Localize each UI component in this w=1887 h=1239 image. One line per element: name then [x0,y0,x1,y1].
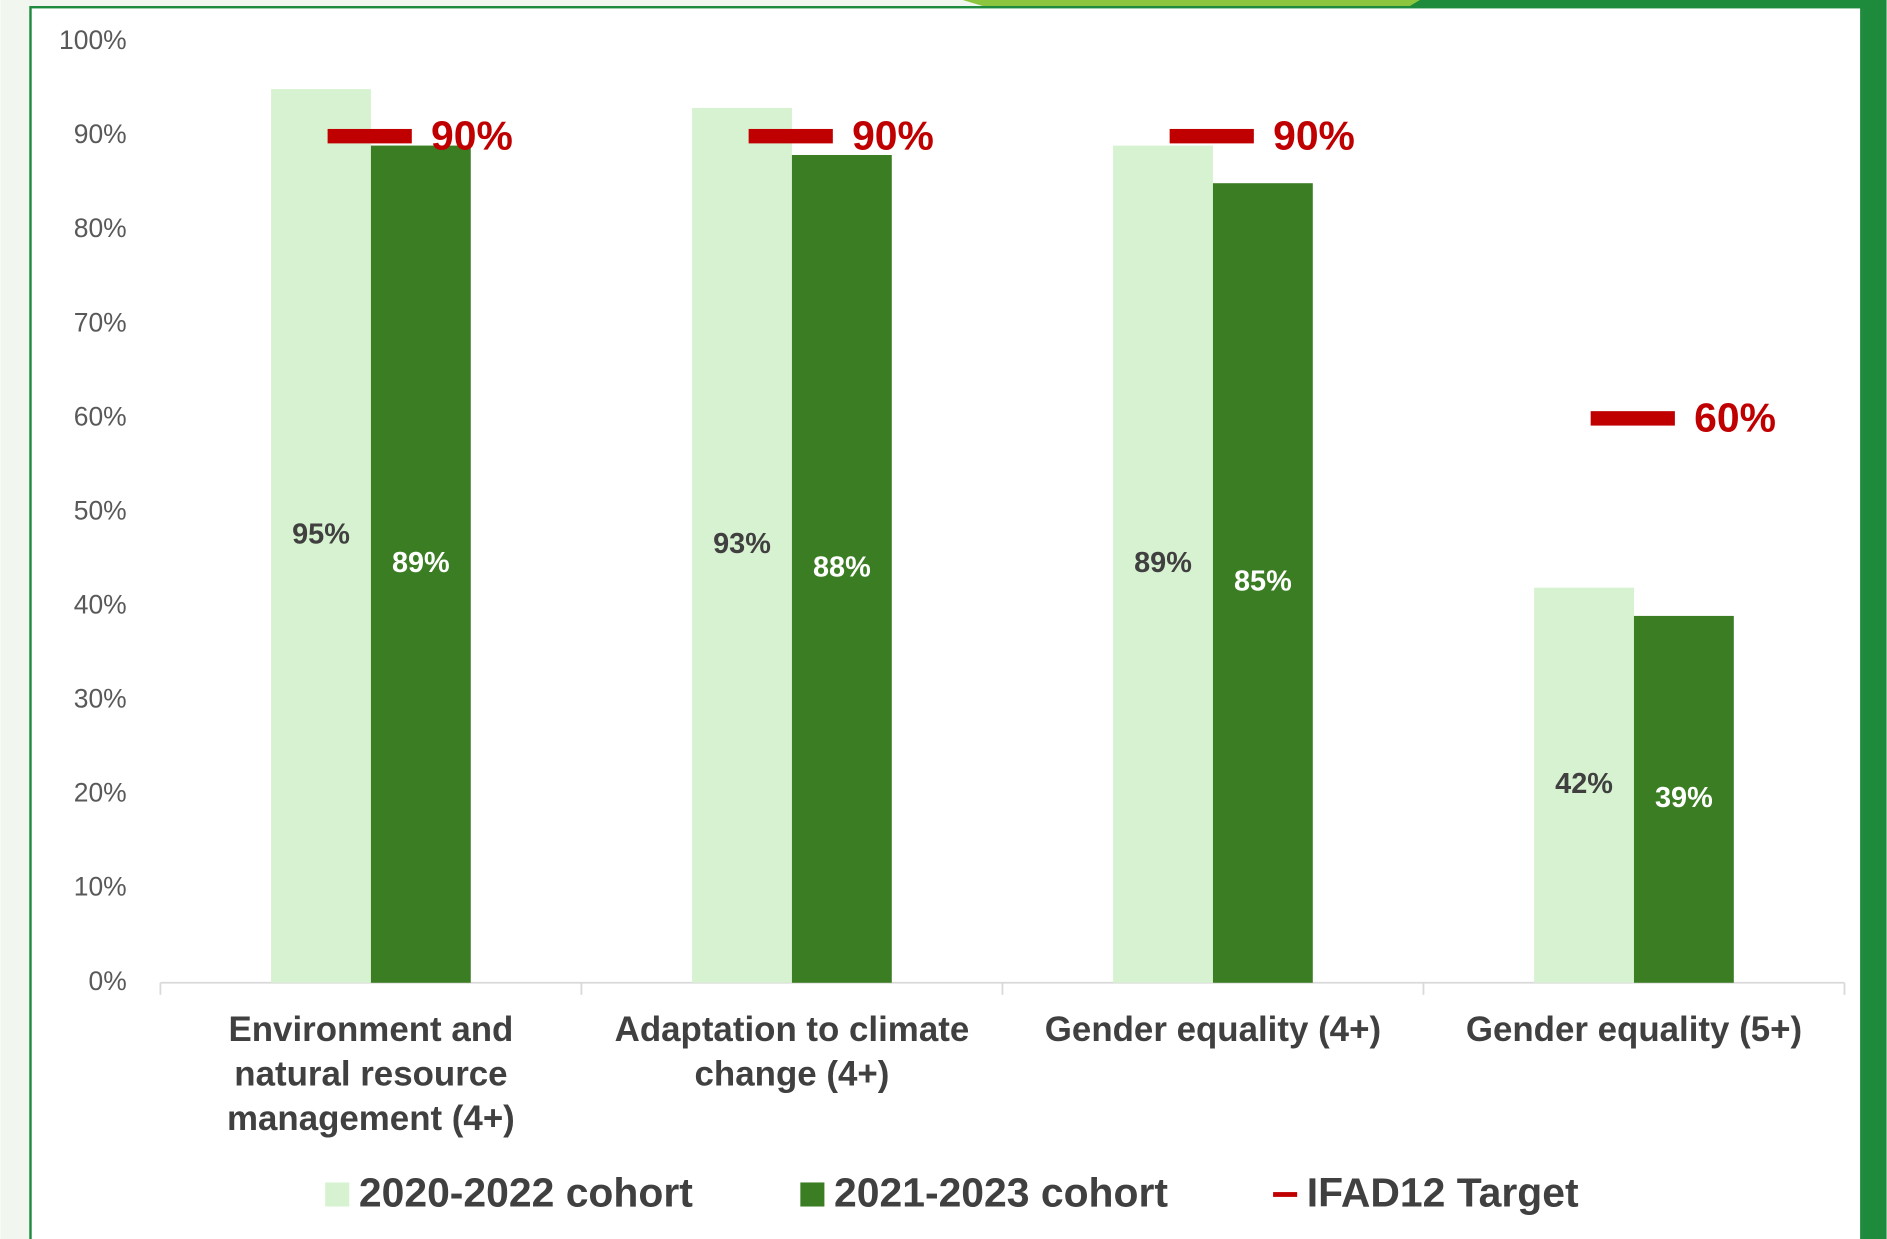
legend-label: IFAD12 Target [1307,1169,1579,1215]
target-label: 90% [1273,112,1355,158]
y-tick-label: 30% [74,684,127,714]
bar [1113,145,1213,983]
target-marker [327,128,412,144]
bar [1633,615,1734,983]
target-label: 90% [431,112,513,158]
target-marker [1169,128,1254,144]
data-label: 95% [292,519,350,551]
data-label: 93% [713,528,771,560]
data-label: 85% [1234,566,1292,598]
y-tick-label: 40% [74,589,127,619]
bar [1212,183,1313,983]
decoration [962,0,1420,8]
legend-swatch [800,1182,825,1207]
bar [370,145,471,983]
y-tick-label: 60% [74,401,127,431]
y-tick-label: 90% [74,119,127,149]
legend-swatch [1273,1192,1298,1197]
data-label: 39% [1655,782,1713,814]
data-label: 89% [1134,547,1192,579]
target-label: 60% [1694,395,1776,441]
legend-label: 2021-2023 cohort [834,1169,1168,1215]
legend-swatch [325,1182,350,1207]
y-tick-label: 20% [74,778,127,808]
target-marker [1590,411,1675,426]
data-label: 88% [813,552,871,584]
x-tick-label: Environment and natural resource managemen… [227,1010,515,1138]
bar [1534,587,1634,983]
bar [791,154,892,983]
y-tick-label: 70% [74,307,127,337]
x-tick-label: Adaptation to climate change (4+) [615,1010,970,1094]
y-tick-label: 80% [74,213,127,243]
target-marker [748,128,833,144]
legend-label: 2020-2022 cohort [359,1169,693,1215]
data-label: 42% [1555,768,1613,800]
y-tick-label: 50% [74,495,127,525]
data-label: 89% [392,547,450,579]
y-tick-label: 10% [74,872,127,902]
y-tick-label: 0% [88,966,126,996]
bar [271,89,371,983]
x-tick-label: Gender equality (5+) [1466,1010,1802,1049]
target-label: 90% [852,112,934,158]
x-tick-label: Gender equality (4+) [1045,1010,1381,1049]
y-tick-label: 100% [59,25,127,55]
bar [692,107,792,983]
